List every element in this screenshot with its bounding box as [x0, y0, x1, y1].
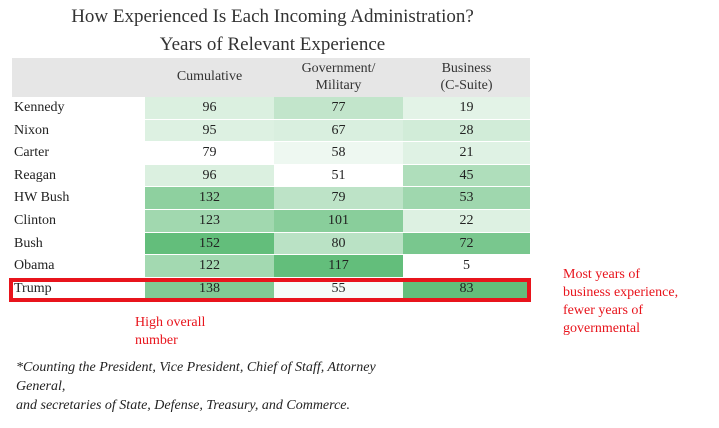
cell-business: 21 — [403, 142, 530, 165]
row-label: Bush — [14, 235, 43, 251]
cell-business: 5 — [403, 255, 530, 278]
cell-cumulative: 123 — [145, 210, 274, 232]
trump-highlight-box — [9, 278, 531, 302]
cell-government-military: 77 — [274, 97, 403, 119]
row-label: Clinton — [14, 213, 57, 228]
row-label: Nixon — [14, 122, 49, 138]
header-business-c-suite: Business (C-Suite) — [440, 60, 493, 93]
footnote: *Counting the President, Vice President,… — [16, 358, 376, 415]
row-divider — [12, 254, 530, 256]
cell-business: 28 — [403, 119, 530, 142]
row-divider — [12, 186, 530, 188]
row-label: Obama — [14, 258, 55, 274]
cell-business: 72 — [403, 232, 530, 255]
row-label: Reagan — [14, 167, 56, 183]
row-divider — [12, 276, 530, 278]
row-label: Trump — [14, 280, 52, 296]
cell-cumulative: 96 — [145, 164, 274, 187]
cell-government-military: 58 — [274, 142, 403, 165]
cell-cumulative: 152 — [145, 232, 274, 255]
row-label: HW Bush — [14, 190, 70, 206]
row-divider — [12, 118, 530, 120]
experience-table: Cumulative Government/ Military Business… — [12, 58, 530, 301]
cell-business: 83 — [403, 277, 530, 300]
row-label: Kennedy — [14, 100, 65, 115]
cell-government-military: 67 — [274, 119, 403, 142]
chart-title: How Experienced Is Each Incoming Adminis… — [71, 6, 474, 27]
annotation-high-overall: High overall number — [135, 315, 206, 348]
footnote-line-2: General, — [16, 379, 66, 394]
cell-cumulative: 96 — [145, 97, 274, 119]
header-cumulative: Cumulative — [176, 69, 243, 85]
cell-government-military: 51 — [274, 164, 403, 187]
cell-business: 45 — [403, 164, 530, 187]
cell-cumulative: 138 — [145, 277, 274, 300]
table-header: Cumulative Government/ Military Business… — [12, 58, 530, 97]
chart-subtitle: Years of Relevant Experience — [159, 34, 386, 55]
cell-business: 19 — [403, 97, 530, 119]
cell-government-military: 117 — [274, 255, 403, 278]
row-label: Carter — [14, 145, 49, 161]
footnote-line-3: and secretaries of State, Defense, Treas… — [16, 398, 351, 413]
header-government-military: Government/ Military — [301, 60, 376, 93]
cell-cumulative: 79 — [145, 142, 274, 165]
cell-government-military: 55 — [274, 277, 403, 300]
cell-business: 53 — [403, 187, 530, 210]
footnote-line-1: *Counting the President, Vice President,… — [16, 360, 376, 375]
annotation-business-experience: Most years of business experience, fewer… — [563, 267, 679, 336]
cell-government-military: 80 — [274, 232, 403, 255]
row-divider — [12, 163, 530, 165]
row-divider — [12, 209, 530, 210]
cell-cumulative: 122 — [145, 255, 274, 278]
row-divider — [12, 141, 530, 143]
cell-government-military: 79 — [274, 187, 403, 210]
cell-government-military: 101 — [274, 210, 403, 232]
row-divider — [12, 231, 530, 233]
cell-cumulative: 95 — [145, 119, 274, 142]
cell-business: 22 — [403, 210, 530, 232]
cell-cumulative: 132 — [145, 187, 274, 210]
